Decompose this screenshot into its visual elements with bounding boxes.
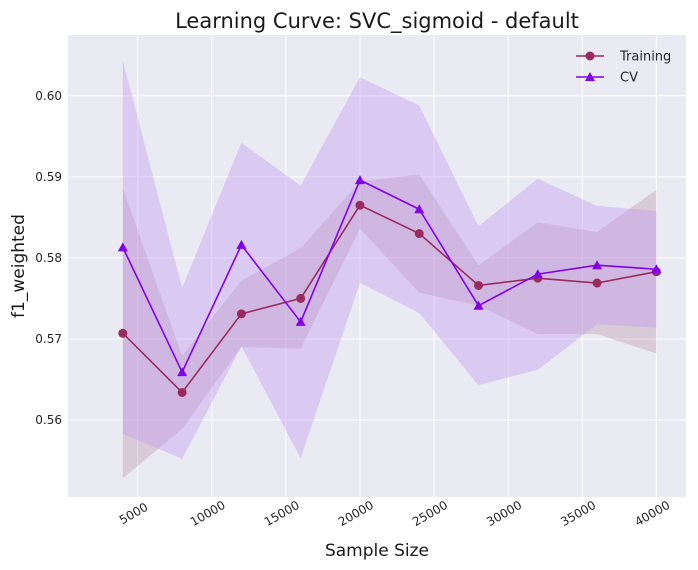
- point-cv: [473, 300, 484, 310]
- point-training: [118, 328, 128, 338]
- legend-label-cv: CV: [620, 71, 638, 86]
- band-training: [122, 174, 657, 479]
- line-cv: [122, 178, 657, 375]
- chart-title: Learning Curve: SVC_sigmoid - default: [175, 9, 579, 34]
- y-tick-label: 0.57: [35, 332, 62, 346]
- point-cv: [295, 316, 306, 326]
- legend-label-training: Training: [619, 50, 671, 65]
- legend-marker-cv: [585, 72, 595, 81]
- legend: Training CV: [576, 50, 671, 86]
- y-axis-label: f1_weighted: [9, 214, 29, 318]
- point-training: [236, 309, 246, 319]
- x-tick-label: 35000: [558, 498, 598, 529]
- series-markers: [117, 175, 662, 397]
- y-tick-label: 0.59: [35, 170, 62, 184]
- point-cv: [532, 269, 543, 279]
- x-tick-label: 25000: [410, 498, 450, 529]
- point-training: [592, 278, 602, 288]
- x-tick-label: 10000: [188, 498, 228, 529]
- x-tick-label: 5000: [117, 500, 150, 527]
- y-tick-label: 0.58: [35, 251, 62, 265]
- point-cv: [354, 175, 365, 185]
- point-training: [177, 387, 187, 397]
- x-tick-label: 20000: [336, 498, 376, 529]
- point-cv: [414, 204, 425, 214]
- x-tick-label: 40000: [632, 498, 672, 529]
- x-axis-label: Sample Size: [325, 541, 429, 561]
- y-tick-label: 0.60: [35, 89, 62, 103]
- point-cv: [651, 264, 662, 274]
- confidence-bands: [122, 60, 657, 479]
- series-lines: [122, 178, 657, 394]
- x-tick-label: 15000: [262, 498, 302, 529]
- x-tick-label: 30000: [484, 498, 524, 529]
- grid: [68, 35, 686, 497]
- line-training: [122, 204, 657, 394]
- point-cv: [117, 242, 128, 252]
- point-cv: [236, 239, 247, 249]
- band-cv: [122, 60, 657, 459]
- point-training: [296, 293, 306, 303]
- point-training: [474, 280, 484, 290]
- point-training: [414, 229, 424, 239]
- y-tick-label: 0.56: [35, 413, 62, 427]
- point-training: [355, 200, 365, 210]
- point-cv: [592, 260, 603, 270]
- point-cv: [177, 367, 188, 377]
- legend-marker-training: [585, 51, 595, 61]
